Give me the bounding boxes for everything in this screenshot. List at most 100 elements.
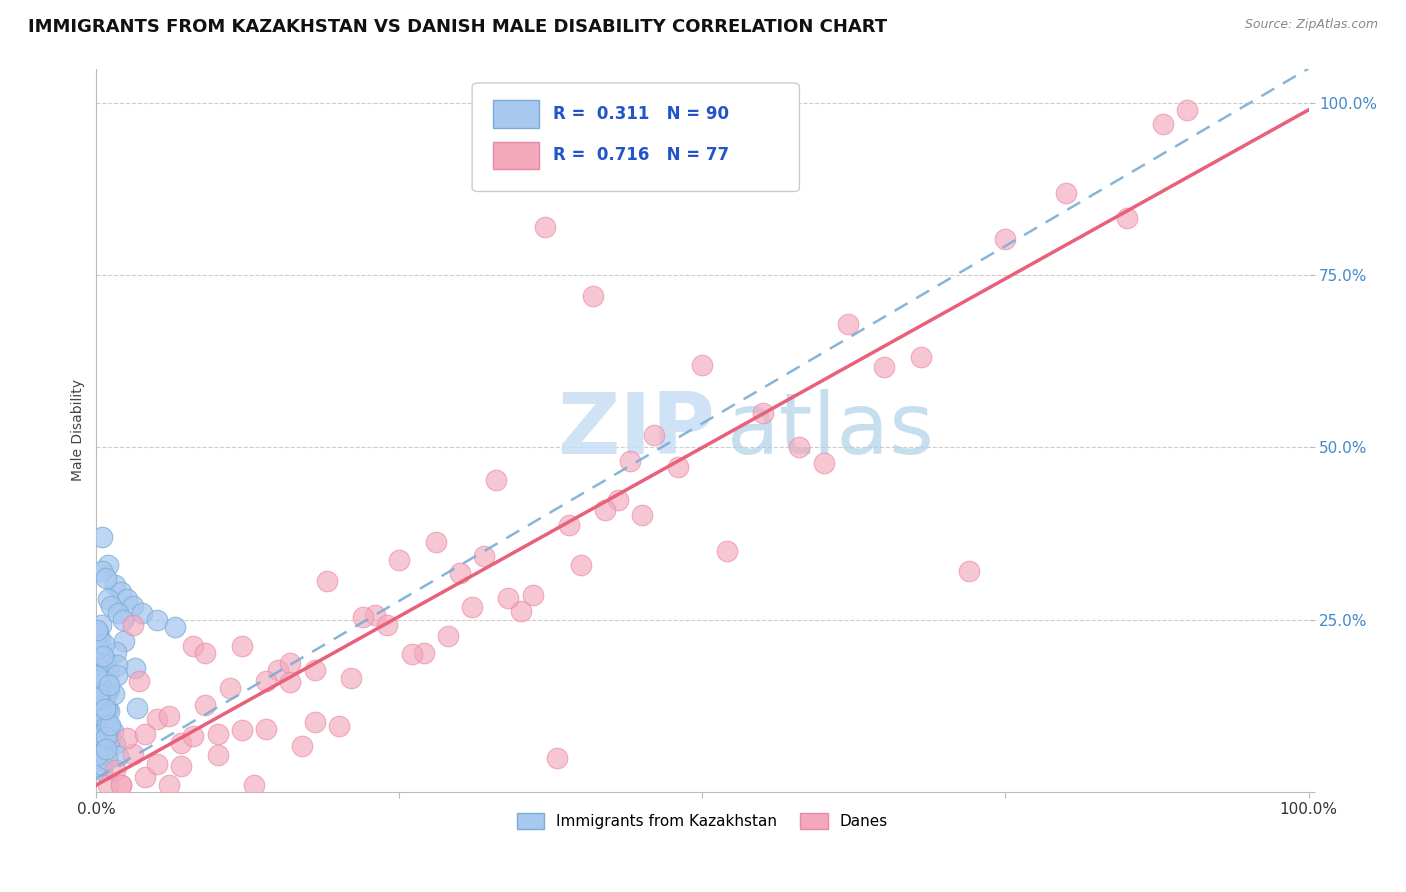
Point	[91, 565, 114, 579]
Point	[134, 727, 156, 741]
Point	[243, 778, 266, 792]
Point	[105, 668, 128, 682]
Point	[89, 644, 111, 658]
Point	[94, 698, 117, 713]
Point	[910, 350, 932, 364]
Point	[837, 317, 859, 331]
Point	[89, 632, 111, 646]
Text: R =  0.311   N = 90: R = 0.311 N = 90	[554, 105, 730, 123]
Point	[98, 718, 121, 732]
Point	[90, 690, 112, 705]
Point	[509, 604, 531, 618]
Point	[90, 654, 112, 668]
Point	[254, 722, 277, 736]
Point	[619, 454, 641, 468]
Point	[207, 747, 229, 762]
Point	[89, 707, 111, 722]
Point	[157, 778, 180, 792]
Point	[666, 460, 689, 475]
Point	[90, 617, 112, 632]
Point	[485, 474, 508, 488]
Point	[165, 619, 187, 633]
Point	[94, 654, 117, 668]
Text: atlas: atlas	[727, 389, 935, 472]
Point	[131, 606, 153, 620]
Point	[278, 656, 301, 670]
Point	[181, 729, 204, 743]
Point	[472, 549, 495, 563]
Text: ZIP: ZIP	[557, 389, 714, 472]
Point	[94, 723, 117, 738]
Point	[267, 664, 290, 678]
Point	[86, 623, 108, 637]
Point	[86, 668, 108, 682]
Point	[813, 456, 835, 470]
Point	[94, 571, 117, 585]
Point	[643, 428, 665, 442]
Point	[90, 758, 112, 772]
Point	[87, 626, 110, 640]
Point	[121, 599, 143, 613]
Point	[207, 727, 229, 741]
Point	[104, 737, 127, 751]
Point	[93, 657, 115, 671]
Point	[94, 730, 117, 744]
Point	[110, 778, 132, 792]
Point	[96, 718, 118, 732]
Point	[278, 674, 301, 689]
Point	[412, 646, 434, 660]
Point	[105, 657, 128, 672]
Point	[103, 687, 125, 701]
Point	[86, 718, 108, 732]
Point	[90, 704, 112, 718]
Point	[94, 674, 117, 689]
Point	[957, 565, 980, 579]
Point	[146, 713, 169, 727]
Point	[107, 748, 129, 763]
Point	[121, 747, 143, 761]
Point	[315, 574, 337, 588]
Point	[461, 599, 484, 614]
Point	[97, 678, 120, 692]
Point	[170, 758, 193, 772]
Point	[1175, 103, 1198, 117]
Point	[582, 289, 605, 303]
Point	[304, 715, 326, 730]
Point	[630, 508, 652, 522]
Point	[146, 757, 169, 772]
Point	[121, 617, 143, 632]
Point	[86, 690, 108, 704]
Point	[449, 566, 471, 580]
Point	[110, 778, 132, 792]
Text: Source: ZipAtlas.com: Source: ZipAtlas.com	[1244, 18, 1378, 31]
Point	[91, 530, 114, 544]
Point	[89, 733, 111, 747]
Point	[93, 754, 115, 768]
Point	[115, 731, 138, 746]
Point	[91, 731, 114, 745]
Point	[134, 770, 156, 784]
Point	[98, 718, 121, 732]
Point	[437, 629, 460, 643]
Point	[97, 592, 120, 607]
Point	[86, 640, 108, 655]
Point	[522, 588, 544, 602]
Point	[91, 764, 114, 778]
Point	[352, 610, 374, 624]
Point	[86, 747, 108, 762]
Point	[328, 719, 350, 733]
Point	[91, 726, 114, 740]
Point	[87, 687, 110, 701]
Point	[254, 674, 277, 689]
Point	[1152, 117, 1174, 131]
Point	[425, 535, 447, 549]
Point	[89, 708, 111, 723]
Point	[89, 690, 111, 704]
Point	[752, 406, 775, 420]
Point	[569, 558, 592, 572]
Point	[98, 665, 121, 680]
Text: IMMIGRANTS FROM KAZAKHSTAN VS DANISH MALE DISABILITY CORRELATION CHART: IMMIGRANTS FROM KAZAKHSTAN VS DANISH MAL…	[28, 18, 887, 36]
Point	[103, 763, 125, 777]
Point	[716, 544, 738, 558]
Point	[546, 750, 568, 764]
